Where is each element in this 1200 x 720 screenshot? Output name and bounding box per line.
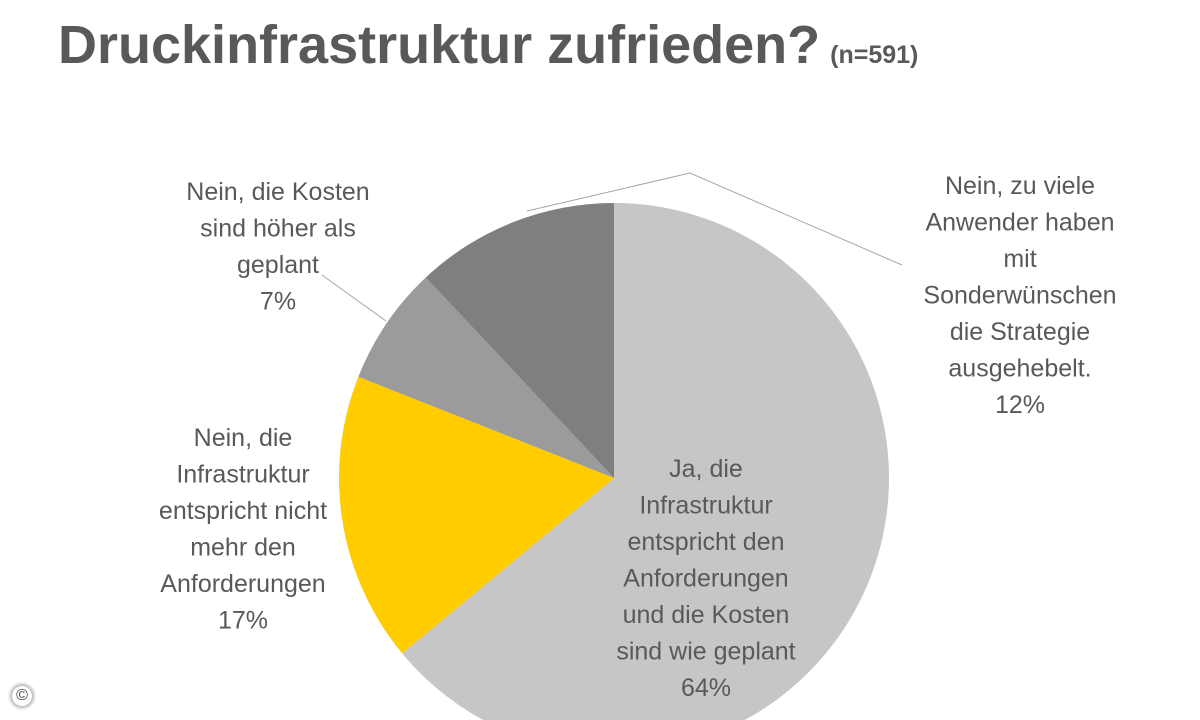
slice-label-line: entspricht den	[627, 528, 784, 556]
chart-subtitle: (n=591)	[830, 41, 919, 69]
slice-label-nein-zu-viele-anwender-haben-mit-sonderw: Nein, zu viele Anwender haben mit Sonderwün…	[923, 172, 1116, 419]
slice-label-line: Infrastruktur	[176, 461, 309, 489]
slice-label-line: Infrastruktur	[639, 492, 772, 520]
slice-label-line: Anforderungen	[623, 565, 788, 593]
slice-label-nein-die-kosten-sind-h-her-als-geplant: Nein, die Kosten sind höher als geplant 7%	[186, 178, 369, 316]
slice-label-line: Ja, die	[669, 455, 743, 483]
slice-label-line: Nein, die Kosten	[186, 178, 369, 206]
slice-label-line: die Strategie	[950, 318, 1090, 346]
slice-label-line: entspricht nicht	[159, 497, 327, 525]
copyright-icon: ©	[12, 686, 32, 706]
pie-slice-ja-die-infrastruktur-entspricht-den-anfo	[402, 203, 889, 720]
slice-label-line: sind wie geplant	[616, 638, 795, 666]
slice-label-line: geplant	[237, 251, 319, 279]
slice-percent-label: 64%	[681, 674, 731, 702]
leader-line-nein-zu-viele-anwender-haben-mit-sonderw	[526, 172, 903, 266]
slice-label-ja-die-infrastruktur-entspricht-den-anfo: Ja, die Infrastruktur entspricht den Anford…	[616, 455, 795, 702]
slice-labels: Ja, die Infrastruktur entspricht den Anford…	[159, 172, 1117, 702]
pie-slice-nein-die-infrastruktur-entspricht-nicht-	[339, 376, 614, 654]
slice-label-line: und die Kosten	[623, 601, 790, 629]
pie-slice-nein-die-kosten-sind-h-her-als-geplant	[358, 277, 614, 478]
slice-label-line: Sonderwünschen	[923, 282, 1116, 310]
slice-label-line: mehr den	[190, 534, 296, 562]
slice-label-line: sind höher als	[200, 215, 356, 243]
slice-label-line: ausgehebelt.	[948, 355, 1091, 383]
chart-title: Druckinfrastruktur zufrieden? (n=591)	[58, 14, 918, 76]
leader-line-nein-die-kosten-sind-h-her-als-geplant	[321, 274, 387, 322]
slice-percent-label: 7%	[260, 288, 296, 316]
slice-label-line: Nein, zu viele	[945, 172, 1095, 200]
slice-label-line: Anforderungen	[160, 570, 325, 598]
slice-label-nein-die-infrastruktur-entspricht-nicht-: Nein, die Infrastruktur entspricht nicht me…	[159, 424, 327, 635]
pie-slice-nein-zu-viele-anwender-haben-mit-sonderw	[425, 203, 614, 478]
slice-percent-label: 17%	[218, 607, 268, 635]
pie-slices	[339, 203, 889, 720]
leader-lines	[321, 172, 903, 322]
chart-title-text: Druckinfrastruktur zufrieden?	[58, 15, 821, 75]
slice-label-line: Anwender haben	[925, 209, 1114, 237]
slice-label-line: mit	[1003, 245, 1036, 273]
slice-percent-label: 12%	[995, 391, 1045, 419]
slice-label-line: Nein, die	[194, 424, 293, 452]
